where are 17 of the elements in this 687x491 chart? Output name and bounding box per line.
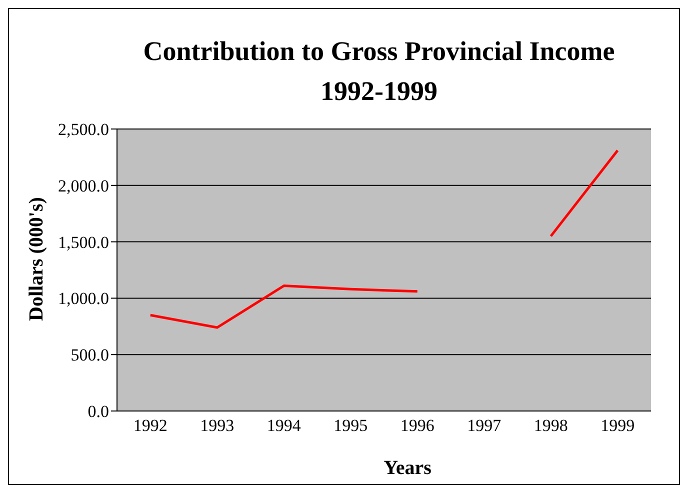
x-tick-label: 1999 — [600, 416, 635, 436]
y-axis-title: Dollars (000's) — [26, 197, 48, 321]
x-tick-label: 1993 — [200, 416, 234, 436]
x-tick-label: 1996 — [400, 416, 434, 436]
x-tick-label: 1995 — [334, 416, 368, 436]
x-tick-label: 1994 — [266, 416, 302, 436]
y-tick-label: 0.0 — [88, 402, 109, 422]
chart-title: Contribution to Gross Provincial Income 1992-1999 — [142, 35, 616, 108]
x-tick-label: 1997 — [467, 416, 502, 436]
x-tick-label: 1992 — [133, 416, 168, 436]
y-tick-label: 1,500.0 — [58, 232, 109, 252]
x-tick-label: 1998 — [534, 416, 568, 436]
x-axis-title: Years — [382, 457, 432, 480]
y-tick-label: 2,000.0 — [58, 176, 109, 196]
y-tick-label: 2,500.0 — [58, 120, 109, 140]
y-tick-label: 1,000.0 — [58, 289, 109, 308]
y-tick-label: 500.0 — [70, 346, 109, 365]
